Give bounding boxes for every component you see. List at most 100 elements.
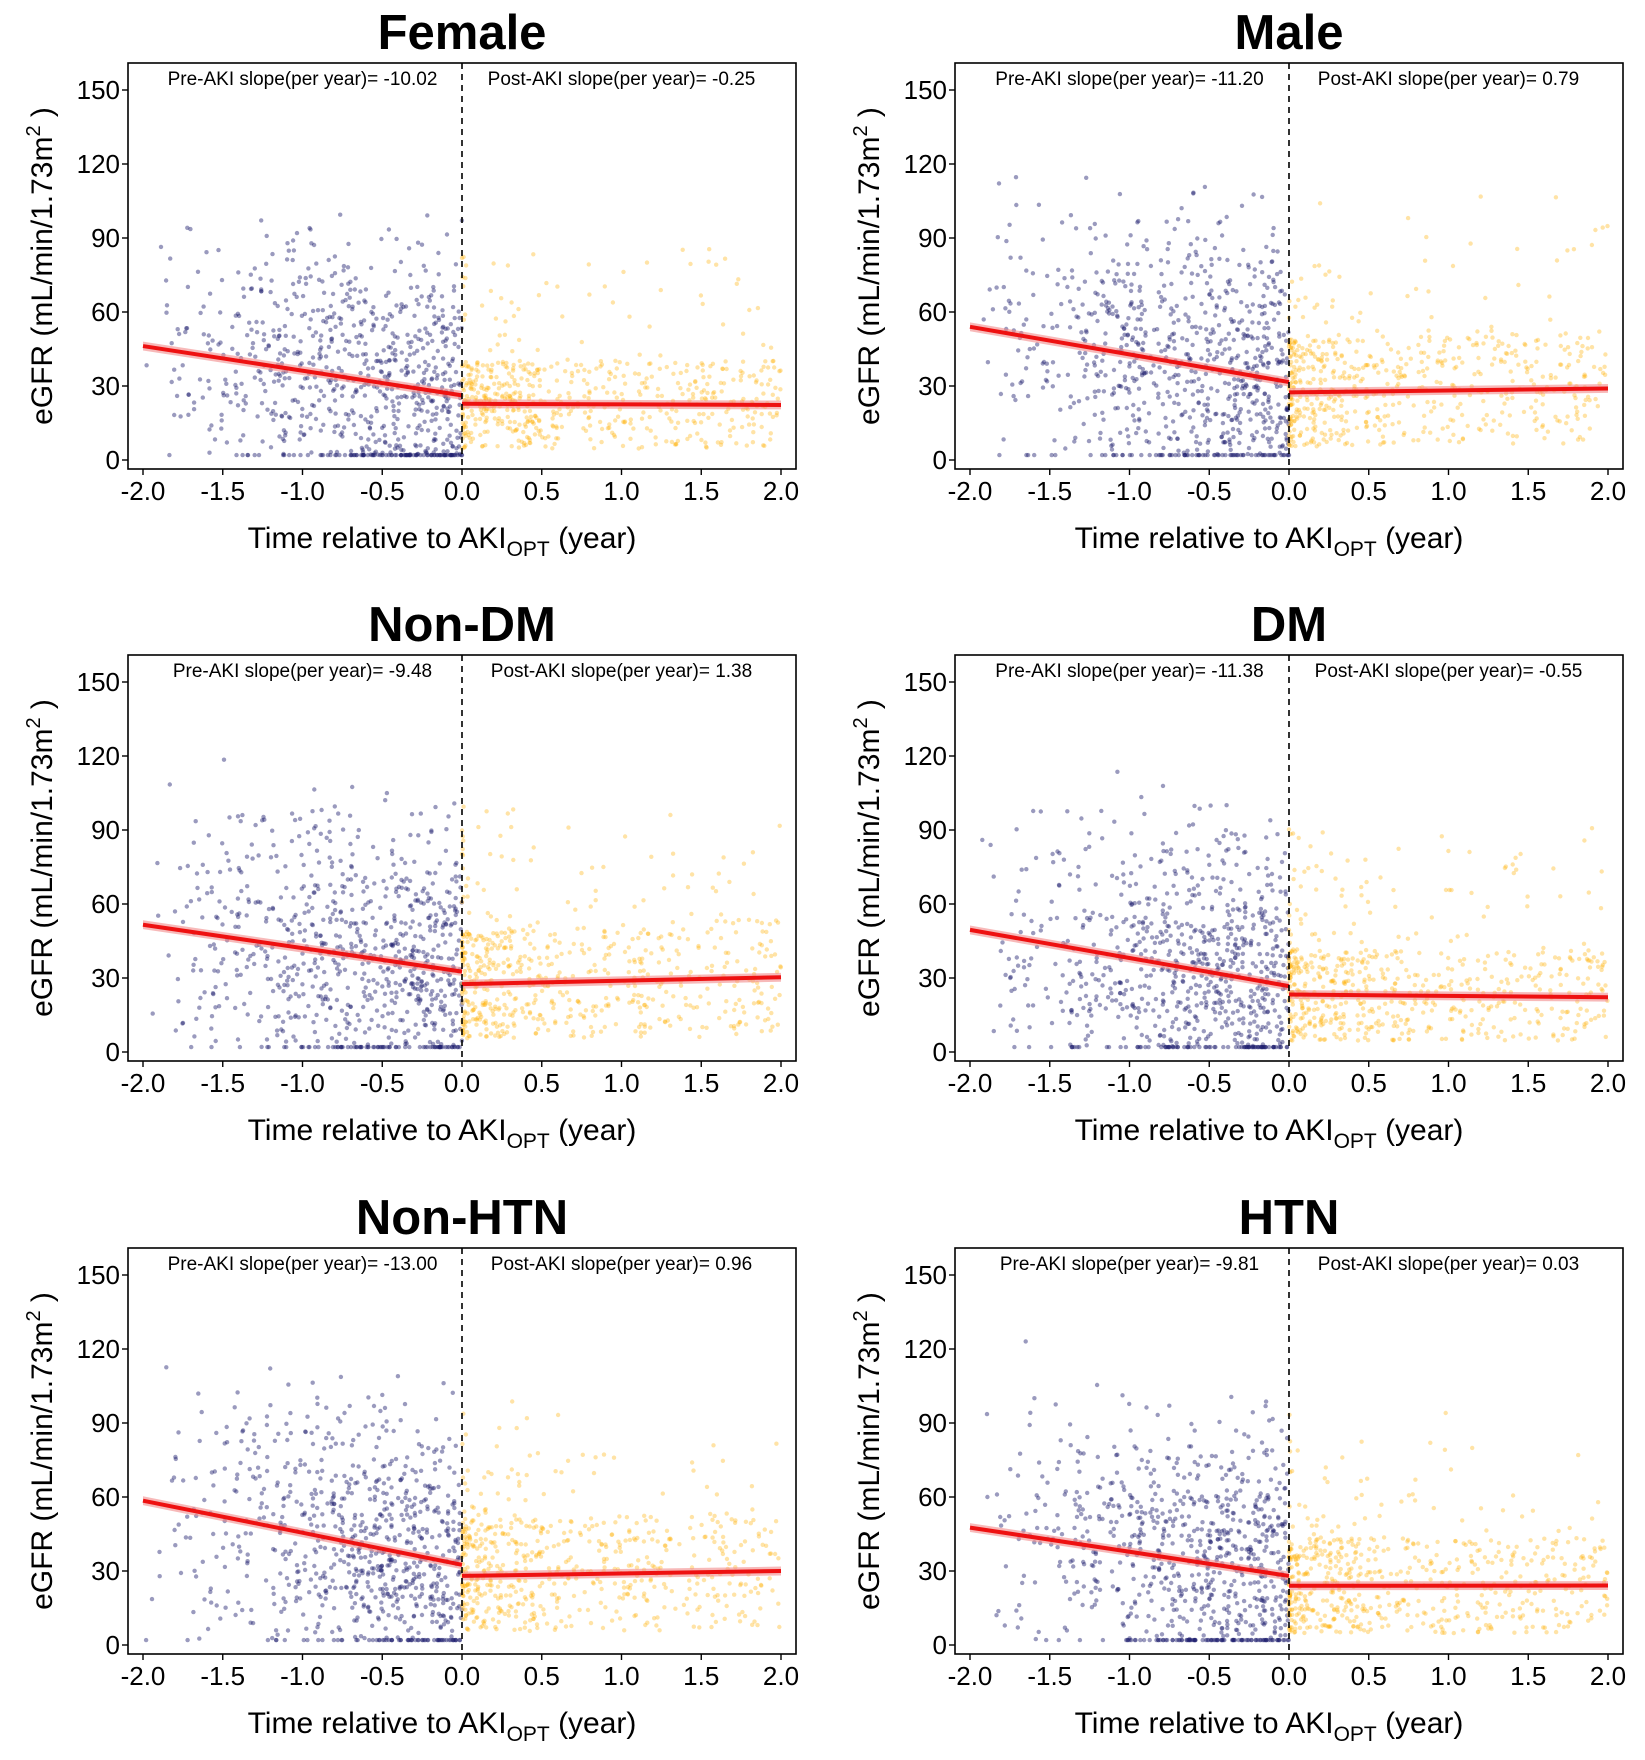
pre-aki-point — [1195, 389, 1201, 394]
pre-aki-point — [286, 997, 291, 1002]
pre-aki-point — [448, 923, 453, 928]
post-aki-point — [1334, 431, 1339, 436]
pre-aki-point — [444, 336, 449, 341]
pre-aki-point — [343, 1036, 349, 1042]
pre-aki-point — [347, 813, 353, 818]
pre-aki-point — [1123, 284, 1128, 289]
post-aki-point — [1317, 406, 1322, 412]
pre-aki-point — [348, 841, 353, 847]
pre-aki-point — [1194, 948, 1200, 953]
post-aki-point — [495, 444, 500, 449]
pre-aki-point — [158, 244, 164, 250]
pre-aki-point — [412, 351, 417, 356]
pre-aki-point — [259, 401, 265, 406]
pre-aki-point — [328, 449, 333, 455]
pre-aki-point — [389, 848, 395, 853]
pre-aki-point — [421, 263, 426, 268]
pre-aki-point — [1142, 307, 1147, 313]
pre-aki-point — [303, 281, 309, 286]
post-aki-point — [1602, 372, 1608, 377]
pre-aki-point — [238, 972, 243, 977]
pre-aki-point — [1050, 851, 1055, 857]
post-aki-point — [642, 380, 647, 385]
pre-aki-point — [1011, 1017, 1016, 1022]
pre-aki-point — [440, 308, 445, 313]
pre-aki-point — [1134, 942, 1139, 948]
pre-aki-point — [422, 377, 427, 382]
pre-aki-point — [435, 1039, 441, 1045]
pre-aki-point — [1166, 241, 1172, 246]
post-aki-point — [701, 388, 707, 393]
post-aki-point — [467, 910, 472, 915]
post-aki-point — [1311, 420, 1316, 425]
pre-aki-point — [424, 450, 429, 456]
pre-aki-point — [227, 815, 232, 820]
pre-aki-point — [1260, 433, 1266, 439]
pre-aki-point — [235, 912, 240, 917]
post-aki-point — [632, 904, 637, 909]
post-aki-point — [462, 957, 467, 962]
pre-aki-point — [399, 302, 404, 307]
y-tick-label: 120 — [904, 149, 947, 179]
pre-aki-point — [415, 425, 420, 431]
pre-aki-point — [1095, 318, 1100, 324]
pre-aki-point — [1278, 420, 1283, 425]
post-aki-point — [765, 365, 771, 370]
post-aki-point — [1578, 335, 1583, 340]
pre-aki-point — [310, 905, 315, 911]
pre-aki-point — [1279, 928, 1284, 933]
post-aki-point — [1349, 315, 1355, 320]
pre-aki-point — [292, 397, 298, 403]
pre-aki-point — [347, 295, 352, 300]
pre-aki-point — [1223, 1020, 1228, 1025]
scatter-points — [981, 175, 1610, 458]
post-aki-point — [769, 984, 774, 990]
pre-aki-point — [1004, 238, 1009, 244]
post-aki-point — [707, 374, 712, 379]
post-aki-point — [1293, 304, 1298, 309]
post-aki-point — [718, 912, 724, 917]
pre-aki-point — [1208, 331, 1213, 336]
pre-aki-point — [406, 424, 411, 429]
pre-aki-point — [332, 804, 337, 809]
post-aki-point — [720, 322, 726, 327]
post-aki-point — [471, 1007, 476, 1012]
pre-aki-point — [1156, 290, 1162, 295]
pre-aki-point — [1216, 941, 1221, 947]
pre-aki-point — [1055, 282, 1060, 287]
pre-aki-point — [263, 347, 269, 352]
pre-aki-point — [451, 981, 456, 986]
pre-aki-point — [1195, 272, 1200, 278]
post-aki-point — [501, 991, 507, 996]
pre-aki-point — [1213, 412, 1218, 417]
post-aki-point — [704, 965, 710, 971]
pre-aki-point — [1213, 313, 1218, 318]
pre-aki-point — [1024, 452, 1029, 458]
pre-aki-point — [308, 426, 313, 431]
pre-aki-point — [383, 359, 389, 365]
pre-aki-point — [281, 989, 286, 994]
pre-aki-point — [1243, 361, 1248, 366]
pre-aki-point — [287, 375, 292, 381]
pre-aki-point — [1233, 937, 1239, 942]
pre-aki-point — [191, 968, 196, 973]
pre-aki-point — [1189, 379, 1194, 384]
pre-aki-point — [1266, 440, 1272, 445]
pre-aki-point — [302, 910, 307, 915]
post-aki-point — [614, 366, 619, 371]
pre-aki-point — [209, 889, 214, 895]
post-aki-point — [511, 857, 516, 863]
post-aki-point — [485, 385, 490, 390]
pre-aki-point — [324, 365, 329, 370]
pre-aki-point — [1197, 806, 1202, 811]
pre-aki-point — [423, 1044, 428, 1050]
pre-aki-point — [1272, 284, 1278, 290]
pre-aki-point — [318, 831, 323, 836]
post-aki-point — [1299, 355, 1304, 360]
pre-aki-point — [450, 304, 456, 310]
pre-aki-point — [372, 881, 377, 886]
pre-aki-point — [212, 437, 218, 442]
pre-aki-point — [366, 978, 371, 984]
pre-aki-point — [296, 994, 302, 999]
pre-aki-point — [1194, 447, 1200, 452]
